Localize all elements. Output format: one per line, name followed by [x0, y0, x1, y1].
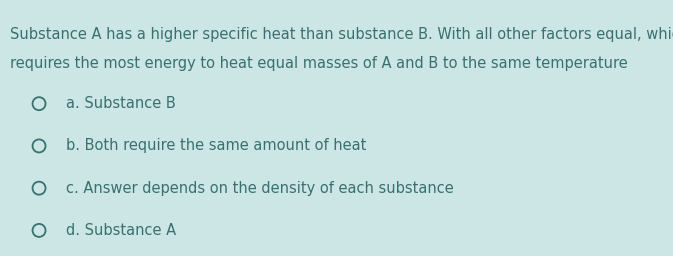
Text: c. Answer depends on the density of each substance: c. Answer depends on the density of each…: [66, 181, 454, 196]
Text: Substance A has a higher specific heat than substance B. With all other factors : Substance A has a higher specific heat t…: [10, 27, 673, 42]
Text: d. Substance A: d. Substance A: [66, 223, 176, 238]
Text: requires the most energy to heat equal masses of A and B to the same temperature: requires the most energy to heat equal m…: [10, 56, 628, 71]
Text: b. Both require the same amount of heat: b. Both require the same amount of heat: [66, 138, 366, 153]
Text: a. Substance B: a. Substance B: [66, 96, 176, 111]
